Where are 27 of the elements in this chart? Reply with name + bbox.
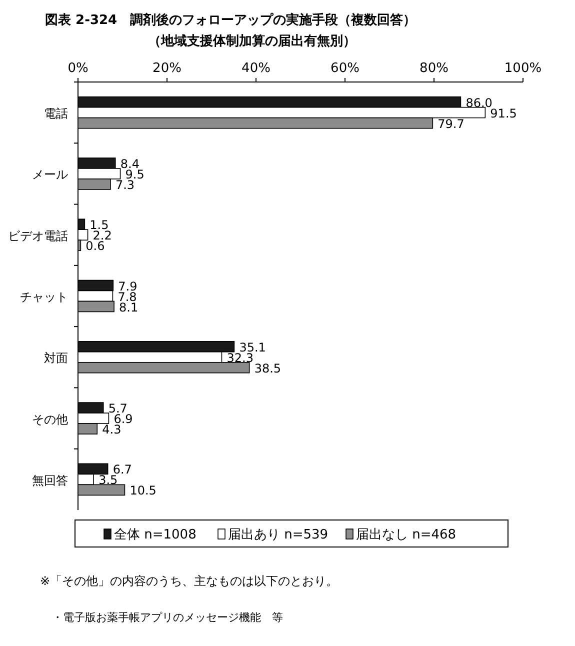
x-tick-label: 20% — [152, 61, 182, 76]
x-tick-label: 0% — [68, 61, 88, 76]
y-tick-label: ビデオ電話 — [8, 228, 68, 243]
y-tick-label: 無回答 — [32, 473, 68, 488]
data-label: 79.7 — [438, 116, 464, 131]
x-tick-label: 80% — [420, 61, 448, 76]
y-tick-label: 電話 — [44, 106, 68, 121]
data-label: 0.6 — [86, 239, 105, 254]
y-tick-label: その他 — [32, 412, 68, 426]
data-label: 91.5 — [490, 106, 517, 120]
legend-label: 全体 n=1008 — [114, 528, 196, 542]
data-label: 4.3 — [102, 422, 122, 437]
chart-subtitle: （地域支援体制加算の届出有無別） — [148, 34, 356, 49]
x-tick-label: 40% — [242, 61, 270, 76]
x-tick-label: 100% — [504, 61, 542, 76]
legend-label: 届出なし n=468 — [356, 528, 456, 542]
data-label: 38.5 — [254, 361, 282, 376]
data-label: 10.5 — [130, 484, 156, 498]
legend-label: 届出あり n=539 — [228, 528, 328, 542]
text: ※「その他」の内容のうち、主なものは以下のとおり。 — [40, 574, 338, 588]
chart-title: 図表 2-324 調剤後のフォローアップの実施手段（複数回答） — [45, 12, 416, 28]
y-tick-label: メール — [32, 168, 68, 182]
text: ・電子版お薬手帳アプリのメッセージ機能 等 — [52, 611, 283, 624]
y-tick-label: チャット — [20, 290, 68, 304]
y-tick-label: 対面 — [44, 351, 68, 366]
x-tick-label: 60% — [330, 61, 360, 76]
data-label: 86.0 — [466, 96, 492, 110]
